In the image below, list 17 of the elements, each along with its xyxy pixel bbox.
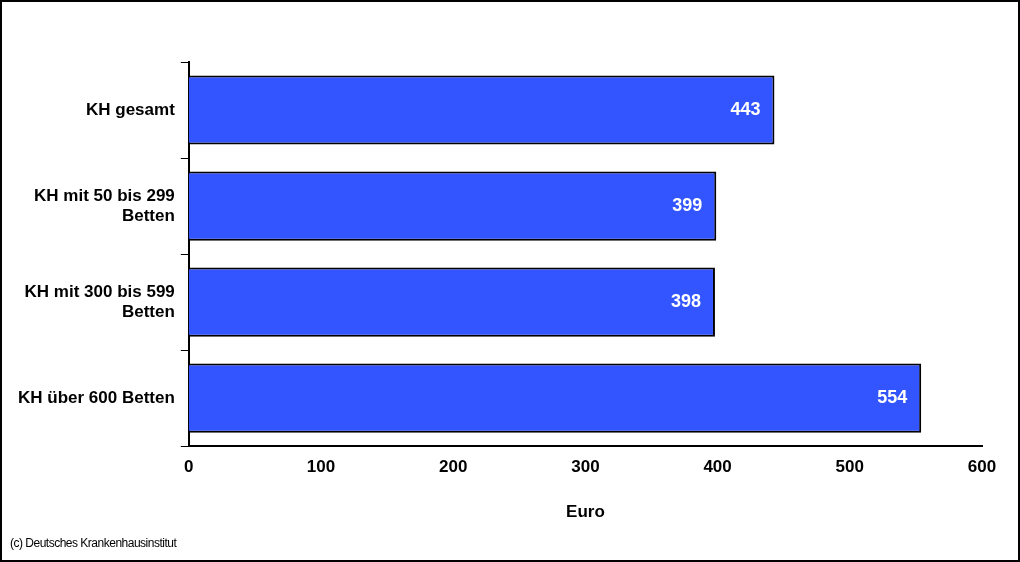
x-tick-label: 400	[703, 457, 732, 477]
data-label: 554	[877, 387, 908, 408]
data-label: 398	[670, 291, 701, 312]
data-label: 443	[730, 98, 761, 119]
y-tick-label: KH über 600 Betten	[17, 387, 175, 407]
x-axis-title: Euro	[566, 502, 605, 522]
y-tick-label: KH gesamt	[86, 99, 176, 119]
y-tick-label: KH mit 50 bis 299 Betten	[34, 185, 175, 225]
x-tick-label: 200	[439, 457, 468, 477]
data-label: 399	[672, 195, 703, 216]
x-tick-label: 0	[184, 457, 194, 477]
text: (c) Deutsches Krankenhausinstitut	[10, 536, 177, 550]
y-tick-label: KH mit 300 bis 599 Betten	[24, 281, 175, 322]
x-tick-label: 100	[306, 457, 336, 477]
x-tick-label: 500	[835, 457, 864, 477]
x-tick-label: 600	[967, 457, 997, 477]
x-tick-label: 300	[571, 457, 600, 477]
